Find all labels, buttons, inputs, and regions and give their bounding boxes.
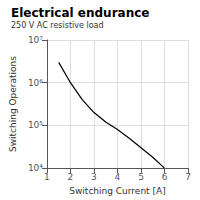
svg-text:10⁴: 10⁴	[28, 163, 43, 173]
svg-text:10⁶: 10⁶	[28, 78, 43, 88]
svg-text:10⁵: 10⁵	[28, 120, 43, 130]
svg-text:10⁷: 10⁷	[28, 35, 43, 45]
svg-text:Electrical endurance: Electrical endurance	[11, 6, 149, 20]
svg-text:Switching Operations: Switching Operations	[8, 56, 18, 152]
svg-text:3: 3	[91, 172, 97, 182]
svg-text:2: 2	[68, 172, 74, 182]
svg-text:6: 6	[162, 172, 168, 182]
svg-text:5: 5	[138, 172, 144, 182]
svg-text:1: 1	[44, 172, 50, 182]
svg-text:Switching Current [A]: Switching Current [A]	[69, 186, 165, 196]
svg-text:250 V AC resistive load: 250 V AC resistive load	[11, 21, 104, 30]
svg-text:4: 4	[115, 172, 121, 182]
svg-text:7: 7	[185, 172, 191, 182]
